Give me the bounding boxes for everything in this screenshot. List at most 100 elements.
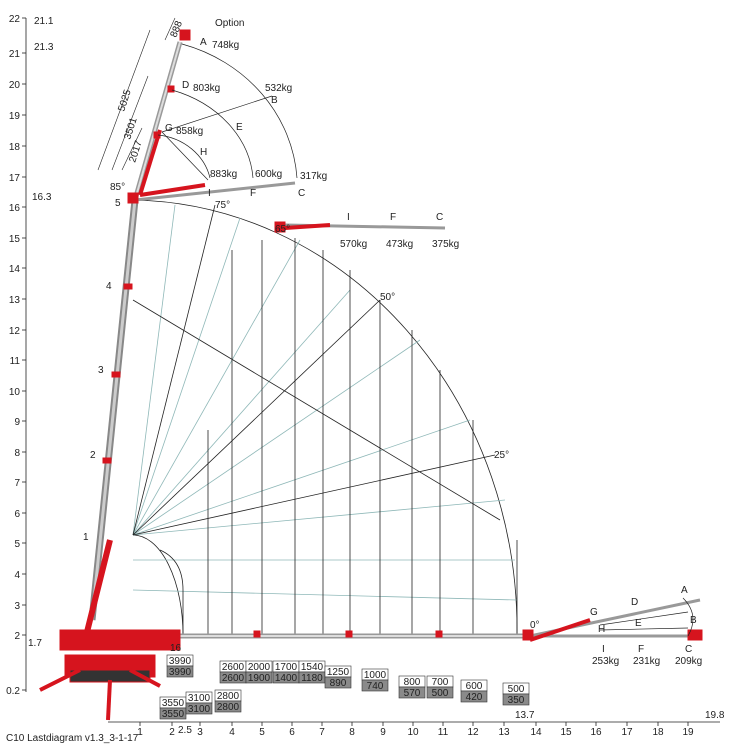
y-tick-label: 9 [14,417,20,428]
upper-jib-letter: B [271,95,278,106]
floor-label: 16 [170,643,182,654]
load-box-top-value: 1540 [301,662,324,673]
angle-label: 25° [494,450,509,461]
load-box-bottom-value: 2800 [217,702,240,713]
x-tick-label: 17 [621,727,633,738]
load-box-bottom: 1900 [245,671,273,684]
load-box-top: 1000 [361,668,389,681]
x-tick-label: 10 [407,727,419,738]
upper-jib-letter: I [208,188,211,199]
load-box-bottom-value: 570 [404,688,421,699]
load-box-top-value: 500 [508,684,525,695]
y-tick-label: 17 [9,173,21,184]
load-box-bottom-value: 1400 [275,673,298,684]
load-box-bottom-value: 3100 [188,704,211,715]
load-box-bottom-value: 420 [466,692,483,703]
load-box-bottom: 740 [361,679,389,692]
load-box-top: 1700 [272,660,300,673]
section-label: 2 [90,450,96,461]
load-box-bottom-value: 3990 [169,667,192,678]
section-label: 5 [115,198,121,209]
y-tick-label: 5 [14,539,20,550]
mid-jib-load: 473kg [386,239,413,250]
x-tick-label: 9 [380,727,386,738]
upper-jib-letter: D [182,80,189,91]
mid-jib-letter: I [347,212,350,223]
y-tick-label: 18 [9,142,21,153]
load-box-top: 1250 [324,665,352,678]
x-extra-label: 13.7 [515,710,535,721]
y-extra-label: 1.7 [28,638,42,649]
load-box-top: 700 [426,675,454,688]
low-jib-letter: C [685,644,692,655]
radius-verticals [159,238,518,636]
upper-jib-letter: F [250,188,256,199]
load-box-top-value: 800 [404,677,421,688]
y-extra-label: 16.3 [32,192,52,203]
upper-jib-load: 748kg [212,40,239,51]
y-tick-label: 15 [9,234,21,245]
dimension-lines [97,17,176,171]
x-tick-label: 3 [197,727,203,738]
load-box-top-value: 3100 [188,693,211,704]
y-tick-label: 6 [14,509,20,520]
section-label: 3 [98,365,104,376]
load-box-top: 3990 [166,654,194,667]
low-jib-letter: G [590,607,598,618]
angle-label: 65° [275,224,290,235]
load-box-bottom-value: 350 [508,695,525,706]
y-tick-label: 21 [9,49,21,60]
x-tick-label: 5 [259,727,265,738]
load-box-bottom-value: 2600 [222,673,245,684]
x-tick-label: 16 [590,727,602,738]
y-tick-label: 14 [9,264,21,275]
load-box-top-value: 600 [466,681,483,692]
upper-jib-letter: A [200,37,207,48]
upper-jib-letter: G [165,123,173,134]
y-tick-label: 22 [9,14,21,25]
low-jib-letter: F [638,644,644,655]
section-label: 4 [106,281,112,292]
y-tick-label: 11 [10,356,21,367]
x-tick-label: 2 [169,727,175,738]
load-box-bottom-value: 1180 [301,673,323,684]
load-box-top-value: 3990 [169,656,192,667]
y-tick-label: 2 [14,631,20,642]
x-tick-label: 7 [319,727,325,738]
load-box-bottom: 890 [324,676,352,689]
upper-jib-arcs [157,43,298,181]
y-tick-label: 12 [9,326,21,337]
low-jib-letter: H [598,624,605,635]
dimension-label: 3501 [122,116,139,141]
low-jib-letter: I [602,644,605,655]
upper-jib-load: 317kg [300,171,327,182]
load-box-top-value: 2800 [217,691,240,702]
load-box-top: 2600 [219,660,247,673]
dimension-label: 2017 [127,139,144,164]
upper-jib-load: 600kg [255,169,282,180]
x-tick-labels: 1 2 3 4 5 6 7 8 9 10 11 12 13 14 15 16 17 18 19 [137,722,694,738]
x-extra-label: 19.8 [705,710,725,721]
angle-lines [132,204,501,536]
upper-jib-load: 883kg [210,169,237,180]
load-box-bottom: 350 [502,693,530,706]
load-box-top: 500 [502,682,530,695]
upper-jib-load: 803kg [193,83,220,94]
load-box-bottom: 3990 [166,665,194,678]
y-tick-label: 8 [14,448,20,459]
outriggers [39,668,161,721]
load-box-bottom: 1400 [272,671,300,684]
mid-jib-letter: F [390,212,396,223]
y-tick-label: 3 [14,601,20,612]
load-box-top: 2800 [214,689,242,702]
y-tick-label: 16 [9,203,21,214]
angle-label: 0° [530,620,540,631]
low-jib-load: 253kg [592,656,619,667]
